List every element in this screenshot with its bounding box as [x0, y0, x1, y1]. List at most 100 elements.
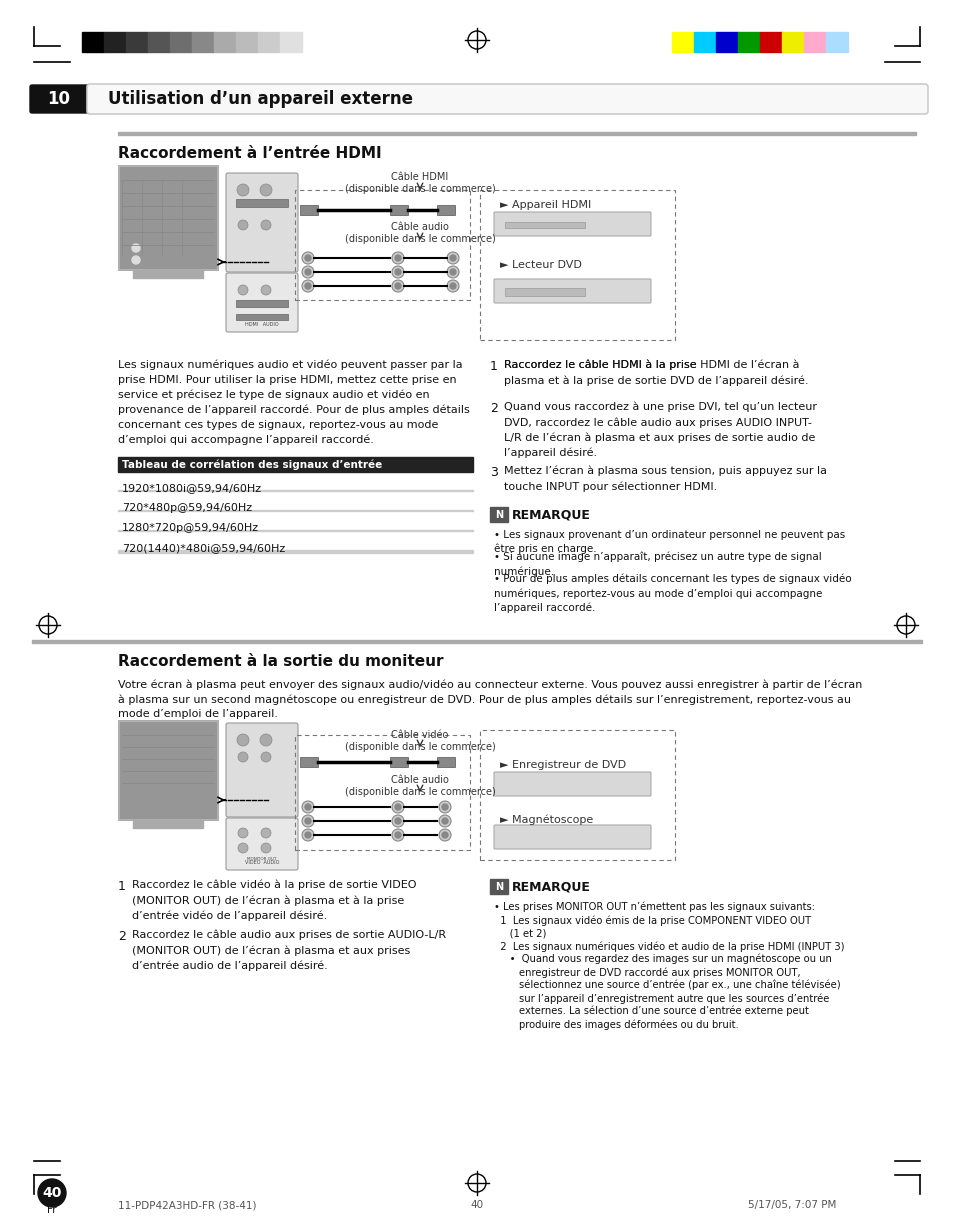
Bar [390, 205, 408, 215]
Bar [280, 32, 302, 53]
Bar [760, 32, 781, 53]
Circle shape [132, 256, 140, 264]
Bar [803, 32, 825, 53]
Text: 40: 40 [470, 1200, 483, 1210]
Text: Utilisation d’un appareil externe: Utilisation d’un appareil externe [108, 90, 413, 107]
Bar [693, 32, 716, 53]
Bar [299, 205, 317, 215]
Text: Raccordement à l’entrée HDMI: Raccordement à l’entrée HDMI [118, 145, 381, 160]
Circle shape [395, 255, 400, 261]
Bar [170, 32, 192, 53]
Circle shape [305, 832, 311, 838]
Circle shape [260, 734, 272, 746]
Text: Tableau de corrélation des signaux d’entrée: Tableau de corrélation des signaux d’ent… [122, 460, 382, 470]
Bar [490, 507, 507, 523]
Circle shape [237, 842, 248, 853]
Text: 1280*720p@59,94/60Hz: 1280*720p@59,94/60Hz [122, 523, 259, 534]
Text: Câble vidéo
(disponible dans le commerce): Câble vidéo (disponible dans le commerce… [344, 730, 495, 752]
Text: MONITOR OUT: MONITOR OUT [247, 857, 276, 861]
Circle shape [450, 283, 456, 289]
Text: 1: 1 [490, 360, 497, 372]
Bar [148, 32, 170, 53]
Bar [436, 757, 455, 767]
Circle shape [302, 801, 314, 813]
Circle shape [237, 828, 248, 838]
FancyBboxPatch shape [226, 274, 297, 332]
Bar [213, 32, 235, 53]
Circle shape [305, 818, 311, 824]
Bar [781, 32, 803, 53]
Circle shape [38, 1179, 66, 1208]
Circle shape [261, 220, 271, 230]
FancyBboxPatch shape [226, 818, 297, 871]
Text: REMARQUE: REMARQUE [512, 880, 590, 894]
Text: Câble HDMI
(disponible dans le commerce): Câble HDMI (disponible dans le commerce) [344, 172, 495, 194]
Bar [716, 32, 738, 53]
Circle shape [438, 829, 451, 841]
Circle shape [237, 752, 248, 762]
Circle shape [261, 284, 271, 295]
Text: Votre écran à plasma peut envoyer des signaux audio/vidéo au connecteur externe.: Votre écran à plasma peut envoyer des si… [118, 679, 862, 719]
Circle shape [302, 266, 314, 278]
Bar [671, 32, 693, 53]
FancyBboxPatch shape [494, 825, 650, 849]
FancyBboxPatch shape [226, 173, 297, 272]
Bar [825, 32, 847, 53]
Bar [118, 720, 218, 821]
Bar [504, 288, 584, 295]
Text: 1920*1080i@59,94/60Hz: 1920*1080i@59,94/60Hz [122, 484, 262, 493]
Bar [738, 32, 760, 53]
Circle shape [441, 818, 448, 824]
Bar [294, 190, 470, 300]
Text: N: N [495, 510, 502, 520]
Text: HDMI   AUDIO: HDMI AUDIO [245, 322, 278, 327]
Bar [120, 167, 215, 267]
Circle shape [302, 252, 314, 264]
Text: 5/17/05, 7:07 PM: 5/17/05, 7:07 PM [747, 1200, 835, 1210]
Text: ► Magnétoscope: ► Magnétoscope [499, 814, 593, 825]
Text: • Les signaux provenant d’un ordinateur personnel ne peuvent pas
être pris en ch: • Les signaux provenant d’un ordinateur … [494, 530, 844, 554]
Circle shape [236, 734, 249, 746]
Circle shape [305, 803, 311, 810]
Text: • Si aucune image n’apparaît, précisez un autre type de signal
numérique.: • Si aucune image n’apparaît, précisez u… [494, 552, 821, 576]
Text: 2  Les signaux numériques vidéo et audio de la prise HDMI (INPUT 3): 2 Les signaux numériques vidéo et audio … [494, 941, 843, 951]
Bar [390, 757, 408, 767]
Text: produire des images déformées ou du bruit.: produire des images déformées ou du brui… [494, 1020, 738, 1029]
FancyBboxPatch shape [494, 280, 650, 303]
Circle shape [237, 220, 248, 230]
Text: ► Appareil HDMI: ► Appareil HDMI [499, 200, 591, 210]
Text: 1  Les signaux vidéo émis de la prise COMPONENT VIDEO OUT: 1 Les signaux vidéo émis de la prise COM… [494, 915, 810, 926]
Circle shape [261, 828, 271, 838]
Text: VIDEO  AUDIO: VIDEO AUDIO [245, 861, 279, 866]
Circle shape [392, 252, 403, 264]
FancyBboxPatch shape [226, 723, 297, 817]
Bar [294, 735, 470, 850]
FancyBboxPatch shape [87, 84, 927, 114]
Circle shape [305, 283, 311, 289]
Text: Raccordez le câble HDMI à la prise HDMI de l’écran à
plasma et à la prise de sor: Raccordez le câble HDMI à la prise HDMI … [503, 360, 807, 386]
Text: enregistreur de DVD raccordé aux prises MONITOR OUT,: enregistreur de DVD raccordé aux prises … [494, 967, 800, 978]
Bar [132, 821, 203, 828]
Text: 2: 2 [118, 930, 126, 943]
Bar [118, 457, 473, 473]
Text: Raccordez le câble vidéo à la prise de sortie VIDEO
(MONITOR OUT) de l’écran à p: Raccordez le câble vidéo à la prise de s… [132, 880, 416, 921]
Circle shape [261, 842, 271, 853]
Bar [126, 32, 148, 53]
Circle shape [447, 280, 458, 292]
Circle shape [392, 280, 403, 292]
Circle shape [392, 814, 403, 827]
Circle shape [395, 818, 400, 824]
Text: N: N [495, 882, 502, 893]
Text: Câble audio
(disponible dans le commerce): Câble audio (disponible dans le commerce… [344, 222, 495, 244]
Circle shape [392, 801, 403, 813]
Bar [504, 222, 584, 228]
Text: • Pour de plus amples détails concernant les types de signaux vidéo
numériques, : • Pour de plus amples détails concernant… [494, 574, 851, 613]
Bar [118, 132, 915, 136]
Text: Câble audio
(disponible dans le commerce): Câble audio (disponible dans le commerce… [344, 775, 495, 797]
Circle shape [392, 266, 403, 278]
Bar [120, 722, 215, 818]
Circle shape [447, 252, 458, 264]
Text: 10: 10 [48, 90, 71, 107]
Text: externes. La sélection d’une source d’entrée externe peut: externes. La sélection d’une source d’en… [494, 1006, 808, 1017]
Bar [479, 190, 675, 339]
